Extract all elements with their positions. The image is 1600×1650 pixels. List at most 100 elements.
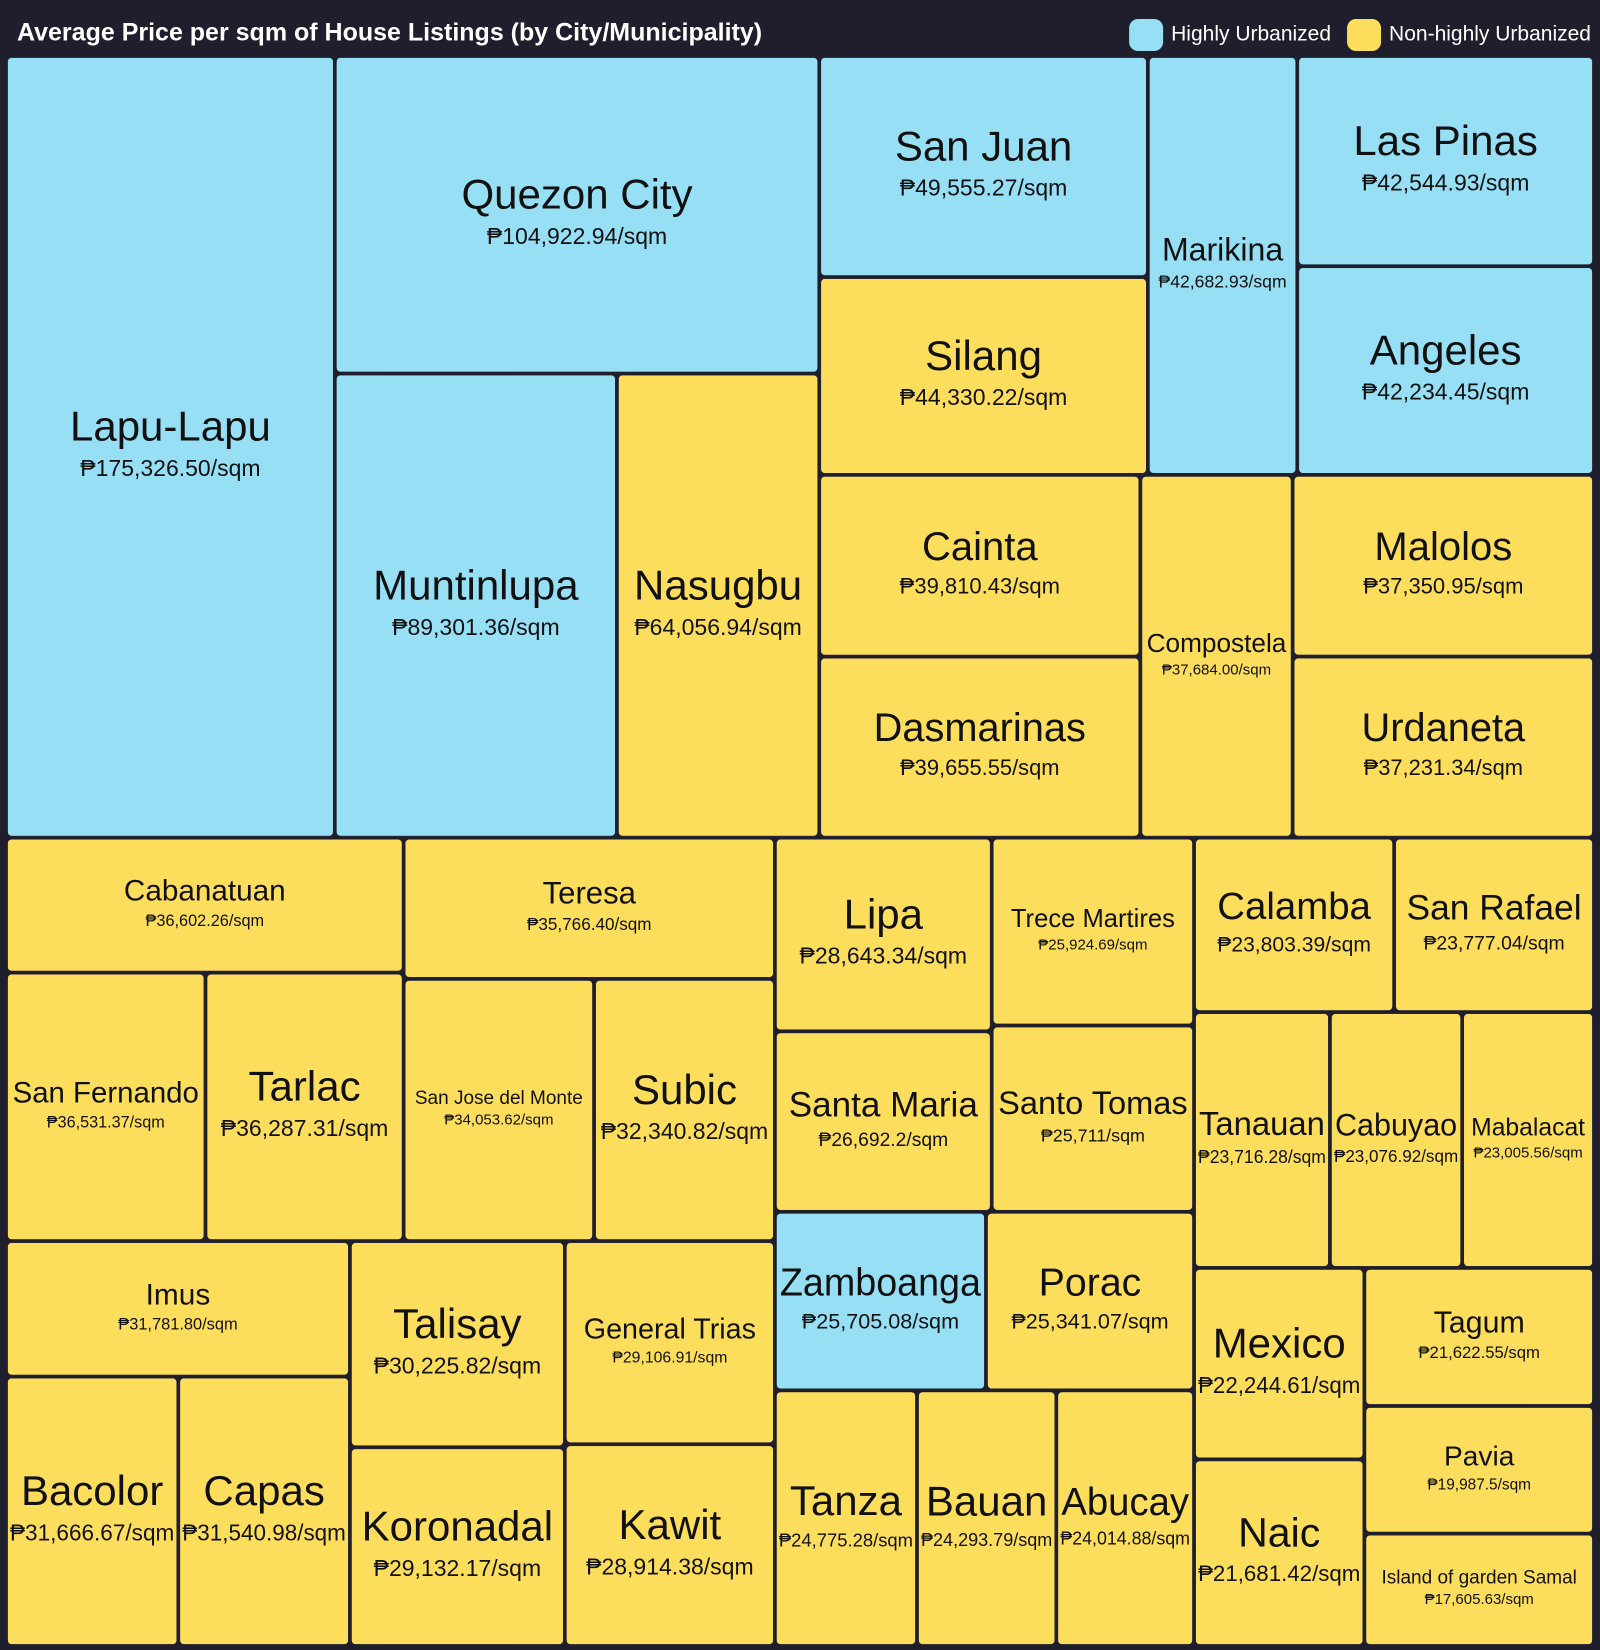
treemap-cell	[1365, 1407, 1593, 1533]
cell-name: San Fernando	[13, 1076, 199, 1109]
treemap-cell	[404, 980, 593, 1240]
cell-name: Kawit	[619, 1501, 722, 1548]
treemap-cell	[566, 1445, 774, 1645]
cell-name: San Jose del Monte	[415, 1088, 583, 1109]
cell-name: Angeles	[1370, 326, 1522, 373]
cell-name: Cabuyao	[1335, 1106, 1457, 1142]
cell-name: Koronadal	[362, 1502, 553, 1549]
cell-name: San Rafael	[1407, 888, 1582, 928]
cell-name: Mabalacat	[1471, 1114, 1585, 1141]
cell-name: Mexico	[1213, 1320, 1346, 1367]
cell-name: Nasugbu	[634, 561, 802, 608]
legend-label: Non-highly Urbanized	[1389, 23, 1591, 46]
cell-value-label: ₱64,056.94/sqm	[634, 614, 802, 640]
cell-name: Naic	[1238, 1510, 1320, 1556]
treemap-cell	[1298, 267, 1593, 474]
treemap-cell	[179, 1377, 349, 1645]
cell-value-label: ₱26,692.2/sqm	[818, 1130, 948, 1151]
cell-value-label: ₱23,803.39/sqm	[1217, 934, 1371, 957]
cell-name: Zamboanga	[780, 1260, 981, 1304]
treemap-cell	[1463, 1013, 1593, 1267]
cell-value-label: ₱42,234.45/sqm	[1362, 379, 1530, 405]
treemap-cell	[566, 1242, 774, 1443]
cell-value-label: ₱29,106.91/sqm	[612, 1350, 727, 1367]
cell-name: Bauan	[926, 1477, 1047, 1524]
treemap-cell	[776, 1391, 916, 1645]
cell-value-label: ₱42,544.93/sqm	[1362, 169, 1530, 195]
cell-name: Muntinlupa	[373, 561, 579, 608]
cell-value-label: ₱28,914.38/sqm	[586, 1553, 754, 1579]
cell-value-label: ₱37,231.34/sqm	[1364, 755, 1523, 780]
treemap-cell	[1365, 1269, 1593, 1405]
cell-value-label: ₱31,540.98/sqm	[182, 1519, 346, 1545]
cell-value-label: ₱21,681.42/sqm	[1198, 1561, 1360, 1586]
cell-value-label: ₱42,682.93/sqm	[1158, 272, 1286, 292]
cell-name: Teresa	[543, 876, 637, 911]
treemap-cell	[776, 1213, 985, 1390]
treemap-cell	[820, 278, 1147, 474]
cell-value-label: ₱23,076.92/sqm	[1334, 1146, 1458, 1166]
cell-value-label: ₱104,922.94/sqm	[487, 223, 667, 249]
treemap-cell	[993, 839, 1193, 1025]
cell-name: Tagum	[1434, 1305, 1525, 1339]
cell-value-label: ₱37,684.00/sqm	[1162, 662, 1271, 679]
cell-value-label: ₱25,341.07/sqm	[1011, 1308, 1168, 1333]
treemap-cell	[993, 1026, 1193, 1211]
cell-name: Santa Maria	[789, 1085, 979, 1124]
treemap-cell	[618, 374, 818, 837]
cell-name: Cainta	[922, 525, 1038, 569]
cell-name: Abucay	[1061, 1481, 1189, 1524]
cell-value-label: ₱24,293.79/sqm	[921, 1529, 1052, 1550]
cell-value-label: ₱49,555.27/sqm	[900, 175, 1068, 201]
cell-name: Urdaneta	[1361, 706, 1526, 750]
cell-value-label: ₱36,287.31/sqm	[221, 1115, 389, 1141]
cell-name: Dasmarinas	[874, 706, 1086, 750]
cell-name: Talisay	[393, 1300, 521, 1347]
treemap-cell	[776, 1032, 991, 1211]
treemap-cell	[820, 657, 1140, 837]
treemap-cell	[351, 1242, 564, 1446]
treemap-cell	[336, 57, 818, 373]
cell-value-label: ₱37,350.95/sqm	[1363, 574, 1523, 599]
treemap-cell	[1293, 476, 1593, 656]
cell-value-label: ₱25,924.69/sqm	[1038, 937, 1147, 954]
treemap-cell	[7, 57, 334, 837]
cell-name: Compostela	[1147, 628, 1287, 658]
cell-name: Lipa	[844, 890, 924, 937]
treemap-cell	[1395, 839, 1593, 1011]
cell-value-label: ₱23,777.04/sqm	[1423, 932, 1564, 954]
cell-value-label: ₱19,987.5/sqm	[1427, 1476, 1531, 1493]
cell-name: Subic	[632, 1066, 737, 1113]
treemap-cell	[820, 57, 1147, 276]
cell-value-label: ₱28,643.34/sqm	[800, 943, 968, 969]
cell-value-label: ₱23,716.28/sqm	[1198, 1147, 1326, 1167]
treemap-cell	[7, 839, 403, 972]
treemap-cell	[1141, 476, 1292, 837]
treemap-cell	[351, 1448, 564, 1645]
cell-value-label: ₱34,053.62/sqm	[444, 1111, 553, 1128]
treemap-cell	[7, 973, 205, 1240]
chart-title: Average Price per sqm of House Listings …	[17, 19, 762, 47]
cell-name: Island of garden Samal	[1381, 1568, 1576, 1589]
treemap-cell	[1293, 657, 1593, 837]
cell-value-label: ₱31,666.67/sqm	[10, 1519, 174, 1545]
cell-value-label: ₱39,810.43/sqm	[900, 574, 1060, 599]
cell-value-label: ₱36,531.37/sqm	[47, 1113, 165, 1131]
cell-name: Porac	[1039, 1260, 1142, 1304]
cell-value-label: ₱29,132.17/sqm	[374, 1555, 542, 1581]
cell-name: General Trias	[584, 1313, 756, 1345]
cell-name: Las Pinas	[1353, 117, 1537, 164]
cell-name: Capas	[203, 1467, 324, 1514]
treemap-cell	[1195, 1460, 1364, 1645]
cell-name: Lapu-Lapu	[70, 403, 271, 450]
treemap-cell	[7, 1242, 349, 1376]
treemap-cell	[1365, 1534, 1593, 1645]
cell-value-label: ₱31,781.80/sqm	[118, 1316, 237, 1334]
treemap-cell	[1195, 1013, 1329, 1267]
cell-name: Quezon City	[461, 171, 692, 218]
treemap-cell	[1298, 57, 1593, 265]
legend-swatch	[1129, 19, 1164, 51]
treemap-cell	[1331, 1013, 1461, 1267]
treemap-cell	[987, 1213, 1193, 1390]
